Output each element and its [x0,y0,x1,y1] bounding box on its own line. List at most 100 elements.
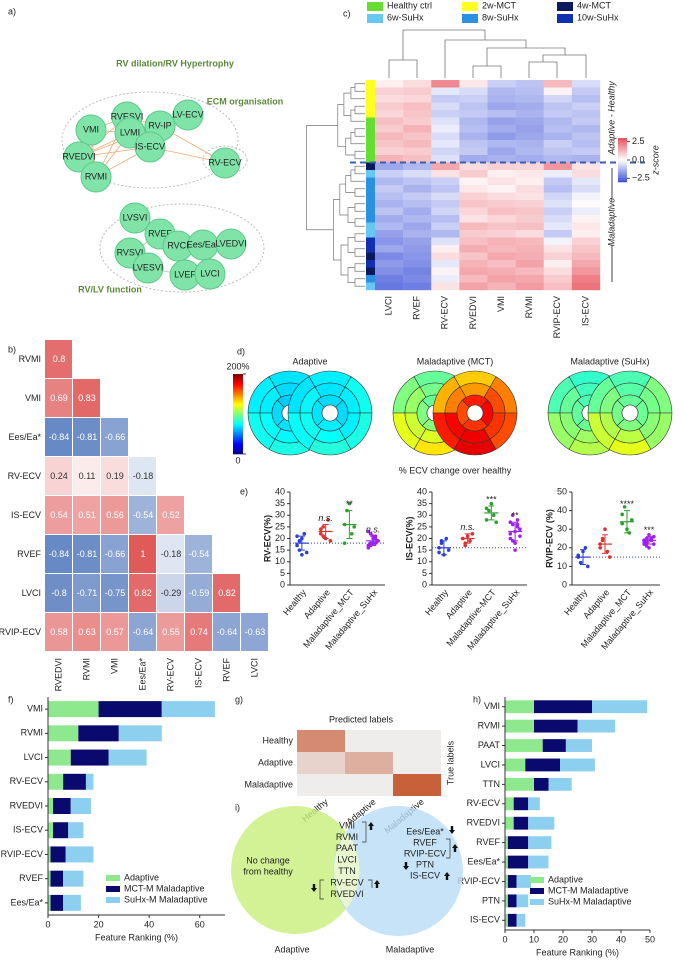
group-cell [366,230,375,238]
legend-label: 8w-SuHx [482,12,519,22]
trend-arrow [444,872,450,880]
row-dendrogram [350,109,365,122]
y-tick-label: RVMI [478,721,500,731]
matrix-cell [393,774,441,796]
heat-cell [487,230,516,238]
venn-label: Adaptive [274,944,309,954]
row-dendrogram [345,137,355,156]
data-point [513,541,517,545]
group-cell [366,155,375,163]
heat-cell [487,215,516,223]
bar [48,846,51,863]
heat-cell [375,95,404,103]
corr-value: 0.52 [162,510,180,520]
bar [50,894,64,911]
heat-cell [459,230,488,238]
bar [505,855,508,869]
corr-value: 0.8 [53,354,66,364]
colorbar-step [233,388,243,391]
row-dendrogram [345,175,355,193]
bar [565,739,592,752]
colorbar-title: z-score [650,145,660,176]
node-label: RVSVI [117,247,144,257]
heat-cell [487,237,516,246]
data-point [437,550,441,555]
heat-cell [515,215,544,223]
heat-cell [375,222,404,231]
row-label: IS-ECV [11,510,41,520]
venn-item: RVIP-ECV [404,848,446,858]
corr-cell [129,496,156,534]
heat-cell [487,162,516,171]
heat-cell [403,162,432,171]
venn-item: RVEDVI [330,889,363,899]
group-cell [366,260,375,268]
heat-cell [459,162,488,171]
bar [48,725,79,742]
heat-cell [487,245,516,253]
colorbar-step [618,155,627,158]
heat-cell [431,170,460,178]
group-cell [366,80,375,88]
column-label: RVEF [412,296,422,320]
bar [505,719,534,733]
legend-swatch [106,897,120,903]
x-tick-label: 30 [587,934,597,944]
heat-cell [459,95,488,103]
data-point [373,541,378,545]
corr-value: 0.74 [190,627,208,637]
group-cell [366,275,375,283]
row-dendrogram [339,183,348,216]
corr-cell [213,613,240,651]
network-node [80,161,112,193]
colorbar-step [618,157,627,159]
corr-cell [73,574,100,612]
bar [560,758,595,772]
heat-cell [571,80,601,88]
heat-cell [543,275,573,283]
corr-cell [241,613,268,651]
corr-cell [185,613,212,651]
x-axis-label: Feature Ranking (%) [95,932,178,942]
column-label: IS-ECV [193,658,203,688]
node-label: VMI [83,124,99,134]
heat-cell [543,155,573,163]
y-tick-label: 5 [422,568,427,578]
corr-cell [129,613,156,651]
y-tick-label: RVEDVI [10,800,43,810]
heat-cell [459,237,488,246]
data-point [518,534,522,538]
node-label: LVCI [200,268,219,278]
heat-cell [375,245,404,253]
data-point [508,520,513,525]
venn-item: IS-ECV [410,870,440,880]
group-cell [366,110,375,118]
data-point [304,550,309,555]
heat-cell [459,260,488,268]
heat-cell [543,260,573,268]
y-tick-label: 10 [557,561,567,571]
significance: n.s. [318,513,333,523]
heat-cell [487,102,516,111]
data-point [600,538,605,543]
data-point [297,539,302,543]
matrix-cell [345,774,393,796]
bullseye-center [466,404,484,422]
corr-cell [73,379,100,417]
heat-cell [515,245,544,253]
heat-cell [571,147,601,156]
colorbar-step [233,376,243,379]
bar [505,758,526,772]
heat-cell [487,155,516,163]
y-tick-label: RVEF [19,873,43,883]
data-point [349,532,354,536]
bar [53,822,69,839]
heat-cell [515,282,544,291]
cluster-title: ECM organisation [207,96,284,106]
colorbar-step [618,148,627,151]
bar [63,870,84,887]
heat-cell [431,192,460,201]
legend-label: Healthy ctrl [387,0,432,10]
trend-arrow [403,862,409,870]
heat-cell [543,252,573,261]
